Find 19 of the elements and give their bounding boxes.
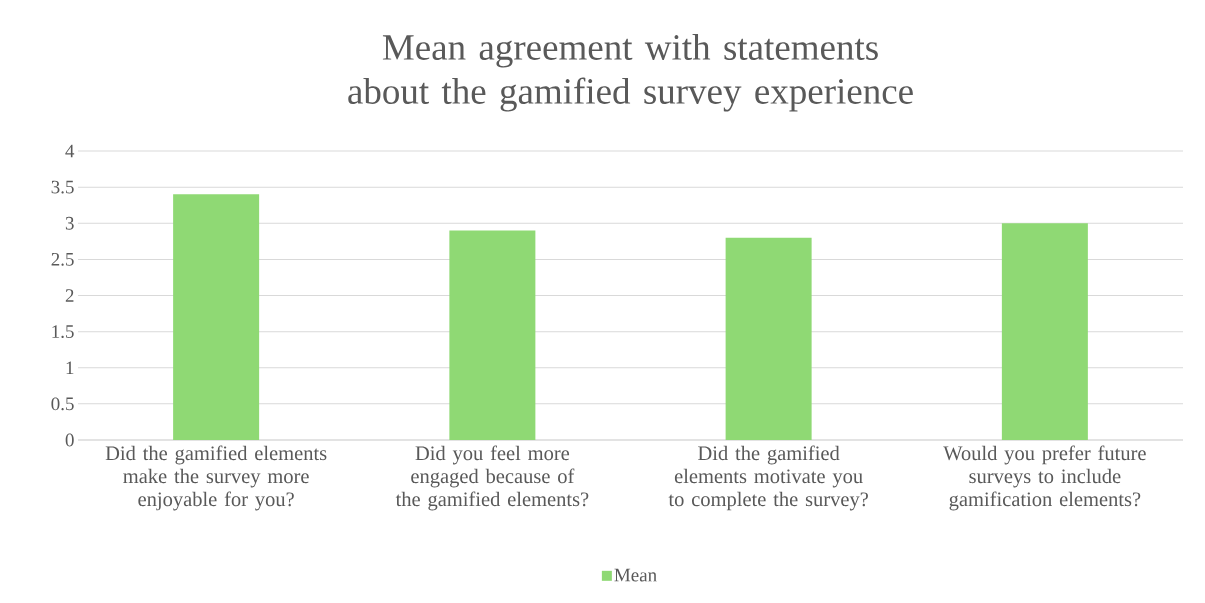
bar bbox=[725, 237, 812, 440]
y-tick-label: 1.5 bbox=[52, 325, 74, 339]
x-tick-label: Did the gamified elements make the survey more enjoyable for you? bbox=[105, 445, 327, 511]
chart-title: Mean agreement with statements about the gamified survey experience bbox=[348, 33, 913, 112]
y-tick-label: 1 bbox=[66, 361, 74, 375]
x-tick-label: Did the gamified elements motivate you to complete the survey? bbox=[668, 445, 868, 511]
y-tick-label: 2 bbox=[65, 289, 74, 302]
y-tick-label: 0 bbox=[65, 433, 74, 447]
y-tick-label: 3.5 bbox=[51, 180, 74, 194]
y-tick-label: 0.5 bbox=[51, 397, 74, 411]
y-tick-label: 4 bbox=[65, 144, 75, 158]
legend-label: Mean bbox=[614, 568, 657, 582]
bar bbox=[173, 194, 260, 440]
x-tick-label: Would you prefer future surveys to include gamification elements? bbox=[943, 445, 1146, 511]
bar bbox=[449, 230, 536, 440]
y-tick-label: 3 bbox=[65, 216, 74, 230]
x-tick-label: Did you feel more engaged because of the gamified elements? bbox=[395, 445, 589, 511]
bar bbox=[1001, 223, 1088, 440]
y-tick-label: 2.5 bbox=[51, 252, 74, 266]
